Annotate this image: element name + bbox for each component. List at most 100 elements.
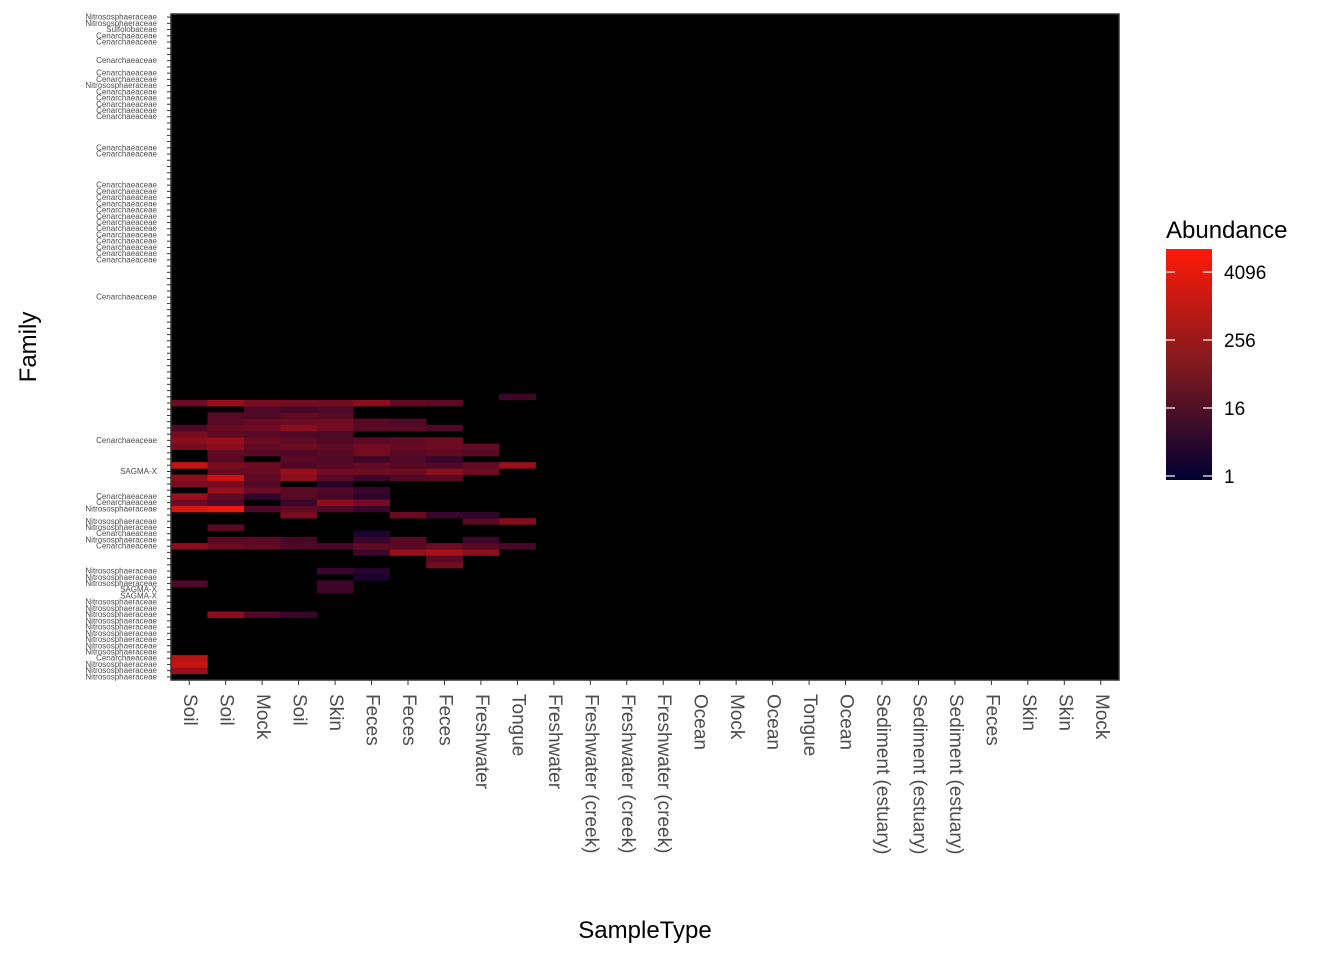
x-tick-label: Sediment (estuary) [945, 694, 966, 855]
heatmap-cell [462, 511, 500, 519]
heatmap-cell [171, 667, 208, 675]
x-tick-label: Tongue [799, 694, 820, 756]
heatmap-cell [280, 455, 318, 463]
x-tick-label: Freshwater (creek) [653, 694, 674, 853]
legend-colorbar [1166, 249, 1212, 480]
y-tick-label: Sulfolobaceae [106, 25, 157, 34]
heatmap-cell [389, 443, 427, 451]
y-tick-label: Cenarchaeaceae [96, 94, 157, 103]
y-tick-label: Cenarchaeaceae [96, 87, 157, 96]
x-tick-label: Mock [726, 694, 747, 740]
y-tick-label: Nitrososphaeraceae [85, 660, 157, 669]
heatmap-cell [426, 468, 463, 475]
heatmap-cell [389, 437, 427, 444]
heatmap-cell [316, 418, 354, 426]
heatmap-cell [243, 399, 281, 407]
heatmap-cell [243, 443, 281, 451]
y-tick-label: Nitrososphaeraceae [85, 635, 157, 644]
heatmap-cell [462, 549, 500, 556]
heatmap-cell [316, 586, 354, 594]
heatmap-cell [280, 462, 318, 469]
heatmap-cell [316, 480, 354, 488]
heatmap-cell [389, 543, 427, 550]
heatmap-cell [280, 511, 318, 519]
heatmap-cell [426, 561, 463, 569]
heatmap-cell [353, 418, 391, 426]
heatmap-cell [243, 449, 281, 457]
heatmap-cell [243, 505, 281, 513]
heatmap-cell [353, 499, 391, 507]
heatmap-cell [426, 455, 463, 463]
heatmap-cell [243, 474, 281, 482]
heatmap-cell [280, 418, 318, 426]
y-tick-label: Cenarchaeaceae [96, 143, 157, 152]
heatmap-cell [426, 543, 463, 550]
heatmap-cell [353, 399, 391, 407]
heatmap-cell [207, 499, 245, 507]
heatmap-cell [243, 418, 281, 426]
heatmap-cell [280, 543, 318, 550]
heatmap-cell [207, 543, 245, 550]
heatmap-cell [280, 611, 318, 619]
heatmap-cell [243, 424, 281, 432]
heatmap-cell [426, 462, 463, 469]
x-tick-label: Ocean [836, 694, 857, 750]
heatmap-cell [207, 424, 245, 432]
x-tick-label: Freshwater (creek) [617, 694, 638, 853]
heatmap-cell [207, 474, 245, 482]
heatmap-cell [353, 449, 391, 457]
heatmap-cell [207, 611, 245, 619]
heatmap-cell [243, 487, 281, 494]
y-tick-label: Cenarchaeaceae [96, 492, 157, 501]
x-tick-label: Skin [325, 694, 346, 731]
heatmap-cell [171, 462, 208, 469]
legend-ticks: 4096 256 16 1 [1166, 263, 1266, 488]
heatmap-cell [171, 480, 208, 488]
heatmap-cell [243, 480, 281, 488]
legend-tick-label: 256 [1224, 331, 1256, 352]
x-tick-label: Feces [981, 694, 1002, 746]
heatmap-cell [207, 399, 245, 407]
heatmap-cell [280, 474, 318, 482]
heatmap-cell [316, 493, 354, 500]
heatmap-cell [499, 543, 536, 550]
heatmap-cell [171, 505, 208, 513]
heatmap-cell [316, 455, 354, 463]
y-tick-label: Cenarchaeaceae [96, 654, 157, 663]
y-tick-label: Nitrososphaeraceae [85, 535, 157, 544]
heatmap-cell [316, 580, 354, 587]
heatmap-cell [426, 437, 463, 444]
heatmap-cell [426, 424, 463, 432]
y-tick-label: Cenarchaeaceae [96, 542, 157, 551]
heatmap-cell [207, 468, 245, 475]
heatmap-cell [389, 455, 427, 463]
x-tick-label: Feces [434, 694, 455, 746]
heatmap-cell [243, 468, 281, 475]
heatmap-cell [426, 511, 463, 519]
heatmap-cell [353, 443, 391, 451]
x-tick-label: Ocean [690, 694, 711, 750]
y-tick-label: SAGMA-X [120, 467, 158, 476]
x-tick-label: Soil [179, 694, 200, 726]
heatmap-cell [353, 455, 391, 463]
heatmap-cell [243, 406, 281, 413]
y-tick-label: Cenarchaeaceae [96, 243, 157, 252]
heatmap-cell [171, 443, 208, 451]
heatmap-cell [171, 437, 208, 444]
y-tick-label: Nitrososphaeraceae [85, 19, 157, 28]
y-tick-label: SAGMA-X [120, 591, 158, 600]
heatmap-cell [353, 437, 391, 444]
x-tick-label: Tongue [507, 694, 528, 756]
y-tick-label: Cenarchaeaceae [96, 212, 157, 221]
heatmap-cell [316, 443, 354, 451]
heatmap-cell [389, 424, 427, 432]
heatmap-cell [207, 412, 245, 419]
heatmap-cell [499, 393, 536, 401]
heatmap-cell [316, 543, 354, 550]
y-tick-label: Cenarchaeaceae [96, 106, 157, 115]
heatmap-cell [280, 412, 318, 419]
heatmap-cell [426, 474, 463, 482]
heatmap-cell [171, 493, 208, 500]
heatmap-cell [353, 424, 391, 432]
